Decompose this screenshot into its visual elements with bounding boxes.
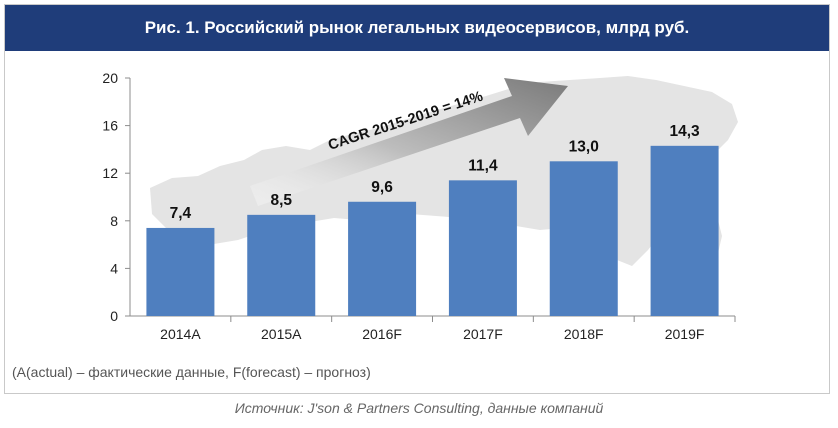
y-tick-label: 16 <box>102 118 118 134</box>
chart-title: Рис. 1. Российский рынок легальных видео… <box>5 5 829 51</box>
bar-2018F <box>549 161 618 316</box>
bar-2019F <box>650 145 719 316</box>
bar-2016F <box>348 201 417 316</box>
y-tick-label: 8 <box>110 213 118 229</box>
bar-2015A <box>247 214 316 316</box>
x-tick-label: 2014A <box>160 326 201 342</box>
data-label: 13,0 <box>569 138 599 155</box>
x-tick-label: 2019F <box>665 326 705 342</box>
data-label: 11,4 <box>468 157 498 174</box>
y-tick-label: 4 <box>110 260 118 276</box>
data-label: 8,5 <box>270 192 292 209</box>
cagr-arrow <box>250 78 568 206</box>
bar-2014A <box>146 227 215 316</box>
x-tick-label: 2015A <box>261 326 302 342</box>
y-tick-label: 0 <box>110 308 118 324</box>
x-tick-label: 2016F <box>362 326 402 342</box>
source-caption: Источник: J'son & Partners Consulting, д… <box>234 400 604 416</box>
legend-note: (A(actual) – фактические данные, F(forec… <box>12 364 371 380</box>
x-tick-label: 2017F <box>463 326 503 342</box>
data-label: 14,3 <box>669 123 700 140</box>
data-label: 9,6 <box>371 179 393 196</box>
bar-2017F <box>448 180 517 316</box>
x-tick-label: 2018F <box>564 326 604 342</box>
y-tick-label: 20 <box>102 70 118 86</box>
y-tick-label: 12 <box>102 165 118 181</box>
data-label: 7,4 <box>170 205 192 222</box>
